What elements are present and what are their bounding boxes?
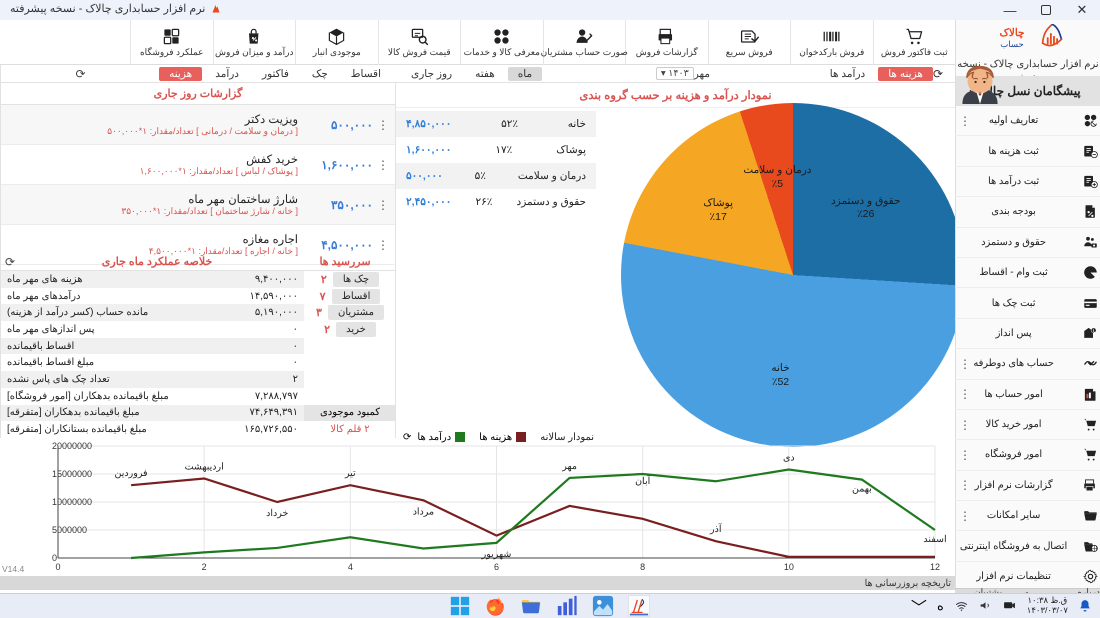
- svg-text:اسفند: اسفند: [923, 534, 946, 545]
- svg-text:مهر: مهر: [561, 461, 577, 472]
- svg-text:0: 0: [55, 562, 60, 572]
- svg-text:5000000: 5000000: [52, 525, 87, 535]
- svg-text:دی: دی: [783, 453, 795, 464]
- svg-text:شهریور: شهریور: [481, 549, 512, 560]
- svg-text:2: 2: [202, 562, 207, 572]
- svg-text:حساب: حساب: [1000, 39, 1023, 49]
- svg-text:بهمن: بهمن: [852, 484, 872, 495]
- svg-text:12: 12: [930, 562, 940, 572]
- svg-text:چالاک: چالاک: [999, 27, 1025, 39]
- svg-text:4: 4: [348, 562, 353, 572]
- svg-text:اردیبهشت: اردیبهشت: [185, 461, 224, 472]
- svg-text:تیر: تیر: [344, 468, 356, 479]
- svg-text:6: 6: [494, 562, 499, 572]
- svg-text:فروردین: فروردین: [115, 468, 149, 479]
- svg-text:مرداد: مرداد: [413, 506, 434, 517]
- svg-text:آبان: آبان: [635, 474, 652, 487]
- svg-text:خرداد: خرداد: [266, 508, 288, 519]
- svg-text:آذر: آذر: [709, 522, 723, 535]
- svg-text:10: 10: [784, 562, 794, 572]
- svg-text:8: 8: [640, 562, 645, 572]
